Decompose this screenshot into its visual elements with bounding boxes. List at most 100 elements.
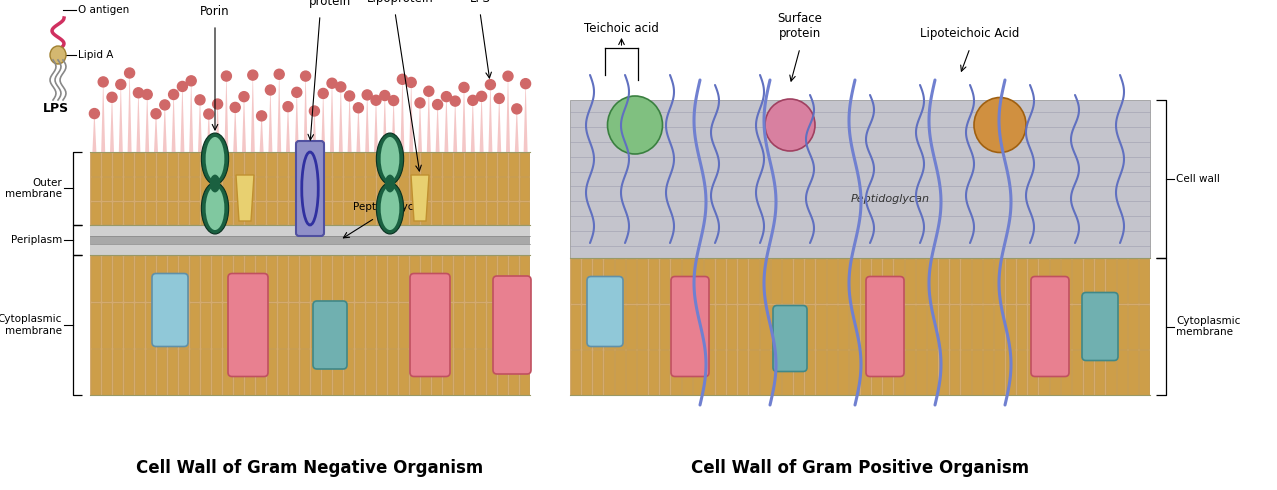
- Bar: [1073, 350, 1082, 394]
- Bar: [277, 202, 287, 224]
- Circle shape: [318, 89, 328, 98]
- Polygon shape: [497, 94, 501, 152]
- Bar: [112, 256, 123, 301]
- Bar: [715, 259, 725, 303]
- Bar: [498, 256, 507, 301]
- Bar: [112, 202, 123, 224]
- Bar: [377, 153, 386, 176]
- Text: Lipoprotein: Lipoprotein: [366, 0, 433, 5]
- Bar: [465, 256, 474, 301]
- Bar: [939, 259, 949, 303]
- Bar: [157, 349, 166, 394]
- Polygon shape: [180, 81, 184, 152]
- Bar: [816, 350, 825, 394]
- Bar: [355, 153, 364, 176]
- Polygon shape: [462, 82, 466, 152]
- Bar: [927, 259, 937, 303]
- Bar: [905, 305, 914, 349]
- Circle shape: [239, 92, 249, 101]
- Bar: [1084, 350, 1093, 394]
- Bar: [189, 177, 199, 200]
- Bar: [365, 349, 375, 394]
- Bar: [420, 303, 430, 348]
- Polygon shape: [392, 96, 396, 152]
- Bar: [300, 303, 309, 348]
- Polygon shape: [374, 95, 378, 152]
- Circle shape: [160, 100, 170, 110]
- Bar: [179, 177, 188, 200]
- Bar: [222, 202, 232, 224]
- Circle shape: [266, 85, 276, 95]
- Bar: [244, 303, 254, 348]
- Bar: [571, 259, 580, 303]
- Bar: [157, 256, 166, 301]
- Bar: [960, 259, 971, 303]
- Ellipse shape: [206, 137, 225, 180]
- Polygon shape: [198, 95, 202, 152]
- Circle shape: [372, 95, 381, 105]
- Ellipse shape: [209, 174, 220, 193]
- Ellipse shape: [381, 187, 400, 230]
- Bar: [410, 202, 419, 224]
- Circle shape: [89, 109, 100, 119]
- Text: Cell Wall of Gram Positive Organism: Cell Wall of Gram Positive Organism: [691, 459, 1029, 477]
- Bar: [124, 153, 133, 176]
- Bar: [805, 350, 815, 394]
- Bar: [277, 153, 287, 176]
- Circle shape: [133, 88, 143, 98]
- Polygon shape: [259, 111, 263, 152]
- Bar: [200, 349, 209, 394]
- Bar: [670, 305, 681, 349]
- Bar: [267, 202, 276, 224]
- Bar: [112, 153, 123, 176]
- Bar: [475, 303, 485, 348]
- Bar: [398, 303, 407, 348]
- Circle shape: [230, 102, 240, 112]
- Bar: [234, 177, 243, 200]
- Circle shape: [503, 71, 513, 81]
- Bar: [124, 202, 133, 224]
- Bar: [387, 303, 397, 348]
- Circle shape: [354, 103, 364, 113]
- Bar: [344, 256, 352, 301]
- Bar: [882, 259, 893, 303]
- Text: LPS: LPS: [43, 101, 69, 115]
- Bar: [112, 177, 123, 200]
- Bar: [146, 202, 155, 224]
- Bar: [222, 303, 232, 348]
- Bar: [189, 202, 199, 224]
- Bar: [322, 349, 331, 394]
- Polygon shape: [286, 101, 290, 152]
- Bar: [189, 349, 199, 394]
- Polygon shape: [515, 104, 518, 152]
- Polygon shape: [119, 79, 123, 152]
- Polygon shape: [427, 86, 430, 152]
- Circle shape: [485, 80, 495, 90]
- Polygon shape: [225, 71, 229, 152]
- Circle shape: [204, 109, 213, 119]
- Text: Receptor
protein: Receptor protein: [304, 0, 356, 8]
- Polygon shape: [444, 92, 448, 152]
- Bar: [157, 303, 166, 348]
- Polygon shape: [356, 103, 360, 152]
- Bar: [793, 350, 803, 394]
- Bar: [212, 153, 221, 176]
- Bar: [593, 350, 603, 394]
- Bar: [332, 177, 342, 200]
- Polygon shape: [207, 109, 211, 152]
- Bar: [972, 259, 982, 303]
- Bar: [927, 350, 937, 394]
- Ellipse shape: [50, 46, 66, 64]
- Bar: [387, 256, 397, 301]
- Bar: [101, 177, 111, 200]
- Bar: [1039, 350, 1048, 394]
- Polygon shape: [453, 96, 457, 152]
- Bar: [410, 177, 419, 200]
- Bar: [134, 153, 144, 176]
- Bar: [872, 350, 881, 394]
- Bar: [300, 153, 309, 176]
- Bar: [134, 256, 144, 301]
- Bar: [498, 177, 507, 200]
- Bar: [581, 259, 591, 303]
- Bar: [950, 259, 959, 303]
